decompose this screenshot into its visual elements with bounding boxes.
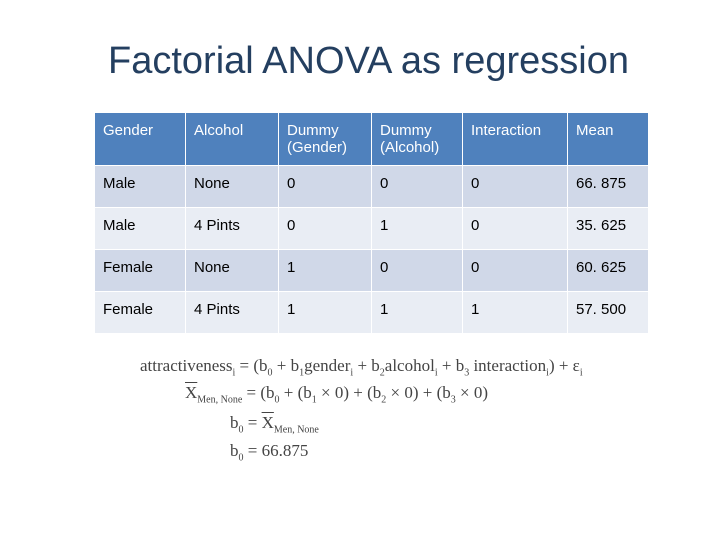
equation-subscript: 1: [311, 394, 317, 406]
equation-subscript: 2: [381, 394, 387, 406]
equation-subscript: 2: [379, 367, 385, 379]
equation: b0 = XMen, None: [230, 413, 319, 435]
equation-term: = (b: [242, 383, 275, 402]
equation-subscript: Men, None: [273, 424, 319, 436]
equation-term: alcohol: [384, 356, 435, 375]
table-cell: 4 Pints: [185, 291, 279, 334]
data-table: Gender Alcohol Dummy (Gender) Dummy (Alcoho…: [94, 112, 649, 334]
table-cell: 0: [371, 249, 463, 292]
table-cell: 1: [278, 291, 372, 334]
table-cell: 66. 875: [567, 165, 649, 208]
table-cell: 4 Pints: [185, 207, 279, 250]
equation-subscript: 3: [464, 367, 470, 379]
equation-term: = (b: [235, 356, 268, 375]
equation-subscript: i: [579, 367, 583, 379]
table-cell: Male: [94, 165, 186, 208]
table-cell: 1: [462, 291, 568, 334]
table-cell: 60. 625: [567, 249, 649, 292]
equation-subscript: i: [434, 367, 438, 379]
equation-term: X: [185, 383, 198, 402]
equation-term: =: [243, 413, 262, 432]
equation-subscript: 0: [238, 452, 244, 464]
header-row: Gender Alcohol Dummy (Gender) Dummy (Alcoho…: [94, 112, 649, 166]
equation-term: = 66.875: [243, 441, 309, 460]
equation: b0 = 66.875: [230, 441, 308, 463]
equation-term: × 0): [455, 383, 489, 402]
table-cell: 0: [371, 165, 463, 208]
table-cell: 0: [278, 207, 372, 250]
equation-term: + (b: [279, 383, 312, 402]
equation-term: X: [261, 413, 274, 432]
equation-term: + b: [353, 356, 380, 375]
table-row: Female 4 Pints 1 1 1 57. 500: [94, 291, 649, 334]
table-cell: None: [185, 249, 279, 292]
header-cell: Gender: [94, 112, 186, 166]
equation-term: × 0) + (b: [386, 383, 451, 402]
equation-term: interaction: [469, 356, 547, 375]
header-cell: Mean: [567, 112, 649, 166]
equation-subscript: 0: [238, 424, 244, 436]
table-cell: 0: [462, 207, 568, 250]
header-cell: Dummy (Gender): [278, 112, 372, 166]
table-cell: 35. 625: [567, 207, 649, 250]
equation-term: attractiveness: [140, 356, 233, 375]
equation-term: + b: [437, 356, 465, 375]
equation: attractivenessi = (b0 + b1genderi + b2al…: [140, 356, 583, 378]
equation-subscript: 1: [299, 367, 305, 379]
equation-subscript: i: [546, 367, 549, 379]
table-cell: 1: [371, 291, 463, 334]
equation-term: b: [230, 441, 239, 460]
table-cell: 1: [371, 207, 463, 250]
equation-subscript: 0: [274, 394, 280, 406]
equation-subscript: Men, None: [197, 394, 243, 406]
table-row: Male None 0 0 0 66. 875: [94, 165, 649, 208]
equation-subscript: i: [232, 367, 236, 379]
equation-term: + b: [272, 356, 300, 375]
equation-subscript: i: [350, 367, 354, 379]
table-cell: 57. 500: [567, 291, 649, 334]
table-row: Male 4 Pints 0 1 0 35. 625: [94, 207, 649, 250]
header-cell: Dummy (Alcohol): [371, 112, 463, 166]
equation-term: b: [230, 413, 239, 432]
table-cell: None: [185, 165, 279, 208]
table-cell: Female: [94, 249, 186, 292]
table-cell: 0: [462, 249, 568, 292]
header-cell: Interaction: [462, 112, 568, 166]
equation-term: × 0) + (b: [316, 383, 382, 402]
header-cell: Alcohol: [185, 112, 279, 166]
table-cell: 0: [462, 165, 568, 208]
table-row: Female None 1 0 0 60. 625: [94, 249, 649, 292]
equation-subscript: 0: [267, 367, 273, 379]
table-cell: Male: [94, 207, 186, 250]
equation-term: ) + ε: [548, 356, 580, 375]
slide-title: Factorial ANOVA as regression: [108, 40, 629, 82]
table-cell: 0: [278, 165, 372, 208]
equation-subscript: 3: [450, 394, 456, 406]
table-cell: 1: [278, 249, 372, 292]
equation-term: gender: [304, 356, 351, 375]
table-cell: Female: [94, 291, 186, 334]
equation: XMen, None = (b0 + (b1 × 0) + (b2 × 0) +…: [185, 383, 488, 405]
